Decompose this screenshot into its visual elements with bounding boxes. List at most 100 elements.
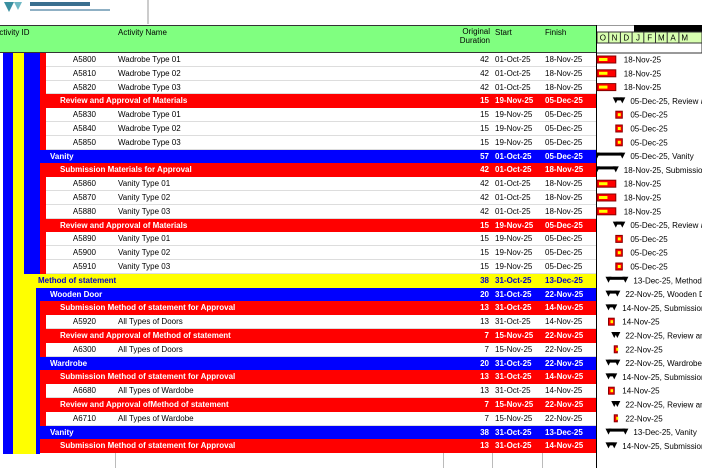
outline-stripe	[13, 53, 24, 68]
outline-stripe	[36, 301, 40, 316]
activity-float	[599, 182, 608, 186]
activity-row: A5840 Wadrobe Type 02 15 19-Nov-25 05-Dec-25	[46, 122, 596, 136]
outline-stripe	[13, 384, 24, 399]
outline-stripe	[24, 163, 36, 178]
start: 15-Nov-25	[495, 331, 534, 340]
duration: 7	[484, 331, 489, 340]
finish: 22-Nov-25	[545, 400, 584, 409]
outline-stripe	[24, 232, 36, 247]
activity-row: A5800 Wadrobe Type 01 42 01-Oct-25 18-Nov-25	[46, 53, 596, 67]
outline-stripe	[13, 273, 24, 289]
activity-name: Wadrobe Type 02	[118, 68, 181, 78]
duration: 20	[480, 358, 489, 368]
start: 01-Oct-25	[495, 165, 532, 175]
summary-end	[611, 304, 618, 311]
summary-end	[612, 166, 619, 173]
summary-end	[611, 373, 618, 380]
summary-end	[622, 276, 629, 283]
outline-stripe	[24, 260, 36, 275]
start: 31-Oct-25	[495, 303, 532, 313]
outline-stripe	[13, 122, 24, 137]
outline-stripe	[40, 204, 46, 220]
summary-bar	[597, 166, 616, 170]
activity-name: Vanity Type 02	[118, 248, 171, 258]
outline-stripe	[40, 177, 46, 192]
summary-end	[622, 428, 629, 435]
outline-stripe	[13, 80, 24, 95]
activity-name: Wadrobe Type 01	[118, 110, 181, 120]
activity-id: A6680	[72, 386, 96, 396]
finish: 22-Nov-25	[545, 289, 584, 299]
wbs-name: Wardrobe	[50, 358, 88, 368]
activity-row: A5820 Wadrobe Type 03 42 01-Oct-25 18-Nov-25	[46, 80, 596, 95]
finish: 05-Dec-25	[545, 96, 583, 106]
start: 19-Nov-25	[495, 137, 533, 147]
month-label: M	[658, 34, 665, 43]
outline-stripe	[40, 122, 46, 137]
summary-bar	[608, 373, 615, 377]
gantt-label: 14-Nov-25	[622, 387, 660, 396]
start: 19-Nov-25	[495, 234, 533, 244]
activity-id: A5810	[72, 68, 96, 78]
summary-end	[612, 221, 619, 228]
outline-stripe	[24, 122, 36, 137]
wbs-row: Submission Method of statement for Appro…	[40, 301, 596, 316]
outline-stripe	[36, 66, 40, 82]
outline-stripe	[36, 122, 40, 137]
finish: 18-Nov-25	[545, 193, 583, 202]
gantt-label: 05-Dec-25	[630, 235, 668, 244]
outline-stripe	[24, 439, 36, 454]
outline-stripe	[3, 398, 13, 413]
outline-stripe	[3, 122, 13, 137]
activity-id: A5860	[72, 179, 96, 189]
wbs-row: Wooden Door 20 31-Oct-25 22-Nov-25	[36, 287, 596, 302]
outline-stripe	[36, 232, 40, 247]
summary-end	[611, 442, 618, 449]
outline-stripe	[36, 384, 40, 399]
gantt-label: 22-Nov-25, Review and	[625, 401, 702, 410]
wbs-name: Method of statement	[38, 275, 117, 285]
month-label: O	[600, 34, 606, 43]
summary-end	[614, 359, 621, 366]
wbs-row: Submission Method of statement for Appro…	[40, 439, 596, 454]
gantt-label: 05-Dec-25	[630, 125, 668, 134]
activity-row: A5880 Vanity Type 03 42 01-Oct-25 18-Nov-25	[46, 204, 596, 219]
activity-id: A5880	[72, 206, 96, 216]
outline-stripe	[13, 163, 24, 178]
summary-end	[614, 290, 621, 297]
start: 31-Oct-25	[495, 358, 532, 368]
finish: 05-Dec-25	[545, 151, 583, 161]
gantt-label: 05-Dec-25	[630, 111, 668, 120]
activity-name: Vanity Type 03	[118, 262, 171, 271]
activity-float	[610, 320, 614, 324]
summary-end	[605, 373, 612, 380]
summary-bar	[608, 304, 615, 308]
outline-stripe	[3, 301, 13, 316]
activity-float	[599, 85, 608, 89]
activity-id: A5850	[72, 137, 96, 147]
outline-stripe	[3, 53, 13, 68]
outline-stripe	[24, 191, 36, 206]
outline-stripe	[36, 411, 40, 427]
wbs-name: Wooden Door	[50, 289, 103, 299]
finish: 22-Nov-25	[545, 331, 584, 340]
outline-stripe	[13, 218, 24, 233]
outline-stripe	[3, 108, 13, 123]
outline-stripe	[36, 370, 40, 385]
month-label: F	[647, 34, 652, 43]
outline-stripe	[3, 191, 13, 206]
duration: 42	[480, 82, 489, 92]
activity-id: A5900	[72, 248, 96, 258]
finish: 14-Nov-25	[545, 386, 583, 396]
outline-stripe	[24, 315, 36, 330]
activity-name: All Types of Doors	[118, 344, 183, 354]
gantt-label: 22-Nov-25, Review an	[625, 332, 702, 341]
activity-row: A5860 Vanity Type 01 42 01-Oct-25 18-Nov-25	[46, 177, 596, 191]
year-band	[634, 25, 702, 32]
summary-end	[612, 97, 619, 104]
activity-name: Wadrobe Type 02	[118, 124, 181, 133]
start: 15-Nov-25	[495, 413, 533, 423]
activity-row: A5890 Vanity Type 01 15 19-Nov-25 05-Dec-25	[46, 232, 596, 247]
summary-end	[614, 401, 621, 407]
